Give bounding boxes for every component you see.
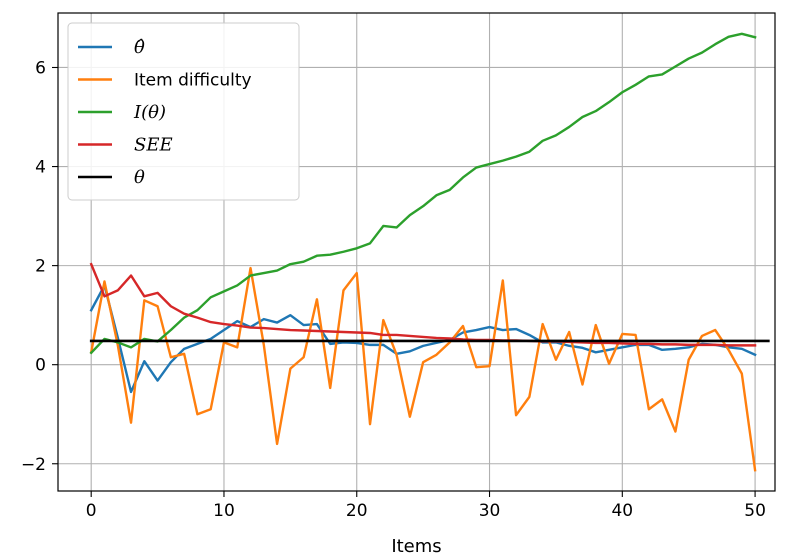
y-tick-label: 6 [35,58,46,78]
series-line-0 [89,284,757,394]
x-tick-label: 40 [611,501,633,521]
x-axis-label: Items [391,536,441,557]
y-tick-label: 4 [35,158,46,178]
series-lines [89,32,770,472]
legend: θ̂ Item difficulty I(θ) SEE θ [67,22,300,201]
legend-entry-label: θ̂ [134,37,145,58]
series-line-3 [89,262,757,347]
legend-entry-label: I(θ) [133,102,166,123]
x-tick-label: 20 [346,501,368,521]
y-tick-label: 2 [35,257,46,277]
series-line-2 [89,32,757,355]
axis-ticks: 0 10 20 30 40 50 −2 0 2 4 6 [21,58,766,521]
y-tick-label: 0 [35,356,46,376]
x-tick-label: 30 [479,501,501,521]
legend-entry-label: SEE [134,135,173,156]
x-tick-label: 50 [744,501,766,521]
x-tick-label: 10 [213,501,235,521]
legend-entry-label: Item difficulty [134,71,252,91]
plot-frame [57,12,776,492]
x-tick-label: 0 [86,501,97,521]
series-line-1 [89,266,757,472]
legend-entry-label: θ [134,167,145,188]
y-tick-label: −2 [21,455,46,475]
legend-box [67,22,300,201]
